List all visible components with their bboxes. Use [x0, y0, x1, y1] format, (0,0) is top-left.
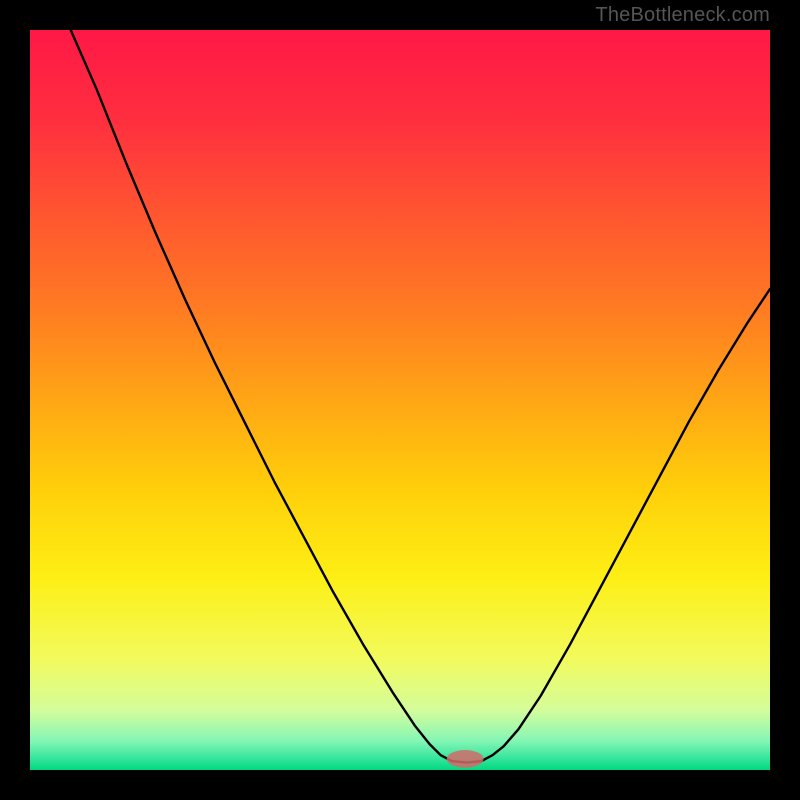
optimal-point-marker — [447, 750, 484, 768]
watermark-text: TheBottleneck.com — [595, 4, 770, 27]
chart-frame: TheBottleneck.com — [0, 0, 800, 800]
gradient-chart — [30, 30, 770, 770]
plot-area — [30, 30, 770, 770]
gradient-background — [30, 30, 770, 770]
